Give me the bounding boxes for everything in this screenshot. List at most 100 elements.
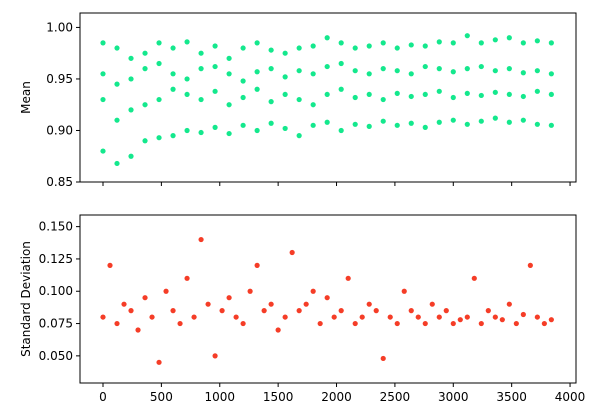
point	[401, 288, 407, 294]
point	[422, 43, 428, 49]
point	[226, 295, 232, 301]
point	[107, 262, 113, 268]
point	[100, 40, 106, 46]
y-tick-label: 0.150	[39, 220, 73, 234]
point	[275, 327, 281, 333]
point	[212, 43, 218, 49]
point	[254, 86, 260, 92]
point	[450, 320, 456, 327]
point	[499, 317, 505, 323]
point	[142, 102, 148, 108]
point	[464, 314, 470, 320]
point	[471, 275, 477, 281]
point	[240, 320, 246, 327]
point	[478, 40, 484, 46]
point	[492, 314, 498, 320]
point	[184, 275, 190, 281]
point	[548, 71, 554, 77]
point	[436, 119, 442, 125]
y-tick-label: 1.00	[46, 20, 73, 34]
point	[310, 102, 316, 108]
point	[394, 45, 400, 51]
y-tick-label: 0.95	[46, 72, 73, 86]
point	[450, 117, 456, 123]
point	[100, 314, 106, 320]
point	[520, 93, 526, 100]
point	[534, 88, 540, 94]
point	[142, 66, 148, 72]
point	[226, 71, 232, 77]
point	[527, 262, 533, 268]
x-tick-label: 3000	[438, 390, 469, 404]
point	[310, 43, 316, 49]
point	[212, 88, 218, 94]
point	[478, 118, 484, 124]
point	[121, 301, 127, 307]
point	[492, 115, 498, 121]
point	[240, 122, 246, 128]
point	[170, 308, 176, 314]
point	[114, 320, 120, 327]
point	[226, 102, 232, 108]
point	[352, 121, 358, 127]
point	[534, 38, 540, 44]
point	[457, 317, 463, 323]
point	[422, 63, 428, 70]
point	[156, 40, 162, 46]
point	[338, 40, 344, 46]
point	[170, 45, 176, 51]
point	[282, 125, 288, 132]
point	[128, 76, 134, 82]
point	[296, 45, 302, 51]
point	[198, 129, 204, 136]
point	[548, 91, 554, 98]
point	[184, 127, 190, 134]
point	[142, 50, 148, 56]
point	[205, 301, 211, 307]
point	[422, 320, 428, 327]
point	[345, 275, 351, 281]
point	[282, 74, 288, 80]
point	[198, 236, 204, 243]
point	[415, 314, 421, 320]
point	[373, 308, 379, 314]
point	[338, 86, 344, 92]
point	[422, 91, 428, 98]
point	[436, 39, 442, 45]
point	[100, 148, 106, 154]
point	[170, 133, 176, 139]
point	[352, 320, 358, 327]
point	[128, 308, 134, 314]
point	[506, 91, 512, 98]
point	[135, 327, 141, 333]
point	[408, 308, 414, 314]
point	[268, 66, 274, 72]
point	[506, 66, 512, 72]
y-tick-label: 0.125	[39, 252, 73, 266]
axes-frame	[79, 214, 577, 384]
point	[380, 66, 386, 72]
point	[548, 122, 554, 128]
point	[268, 47, 274, 53]
point	[100, 71, 106, 77]
point	[282, 91, 288, 98]
point	[317, 320, 323, 327]
point	[226, 130, 232, 137]
point	[100, 96, 106, 103]
point	[506, 35, 512, 41]
point	[380, 118, 386, 124]
point	[366, 91, 372, 98]
point	[534, 121, 540, 127]
point	[114, 81, 120, 87]
point	[212, 63, 218, 70]
point	[338, 60, 344, 67]
x-tick-label: 1000	[204, 390, 235, 404]
x-tick-label: 4000	[555, 390, 586, 404]
point	[296, 308, 302, 314]
x-tick-label: 2000	[321, 390, 352, 404]
point	[366, 71, 372, 77]
point	[114, 117, 120, 123]
x-tick-label: 2500	[380, 390, 411, 404]
point	[324, 91, 330, 98]
